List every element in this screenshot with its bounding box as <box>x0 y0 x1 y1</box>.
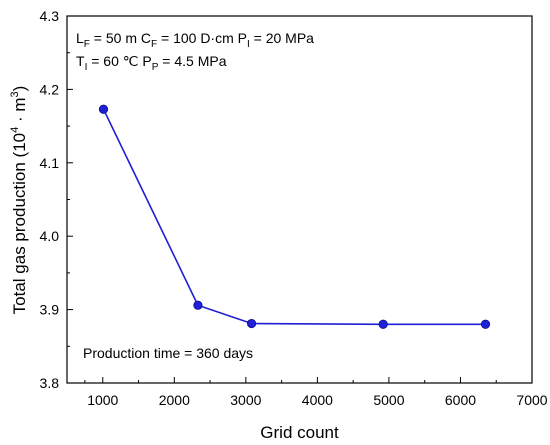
x-tick-label: 3000 <box>230 392 261 408</box>
data-point <box>193 300 203 310</box>
subscript: F <box>84 39 90 50</box>
y-axis-title: Total gas production (104 · m3) <box>9 86 29 315</box>
x-tick-label: 2000 <box>159 392 190 408</box>
y-tick-label: 4.2 <box>40 81 60 97</box>
data-point <box>98 104 109 114</box>
x-tick-label: 4000 <box>302 392 333 408</box>
y-tick-labels: 3.8 3.9 4.0 4.1 4.2 4.3 <box>40 8 60 391</box>
parameters-line-1: LF = 50 m CF = 100 D·cm PI = 20 MPa <box>76 30 314 50</box>
x-tick-label: 1000 <box>87 392 118 408</box>
annotation-text: T <box>76 53 85 69</box>
parameters-line-2: TI = 60 ℃ PP = 4.5 MPa <box>76 53 227 73</box>
annotation-text: = 50 m C <box>90 30 151 46</box>
x-tick-label: 5000 <box>373 392 404 408</box>
annotation-text: = 100 D·cm P <box>157 30 247 46</box>
data-point <box>246 318 257 329</box>
plot-frame <box>66 15 533 384</box>
series-line <box>102 108 486 326</box>
x-tick-label: 7000 <box>516 392 547 408</box>
data-point <box>378 319 388 329</box>
annotation-text: L <box>76 30 84 46</box>
x-axis-title: Grid count <box>260 423 339 442</box>
annotation-text: = 20 MPa <box>250 30 314 46</box>
subscript: F <box>151 39 157 50</box>
data-point <box>480 319 491 329</box>
y-tick-label: 4.3 <box>40 8 60 24</box>
subscript: P <box>152 62 159 73</box>
series-layer <box>98 104 491 329</box>
axis-ticks <box>67 15 533 384</box>
y-tick-label: 3.9 <box>40 302 60 318</box>
subscript: I <box>85 62 88 73</box>
y-tick-label: 4.1 <box>40 155 60 171</box>
y-tick-label: 4.0 <box>40 228 60 244</box>
x-tick-label: 6000 <box>445 392 476 408</box>
y-tick-label: 3.8 <box>40 375 60 391</box>
subscript: I <box>247 39 250 50</box>
production-time-annotation: Production time = 360 days <box>83 345 253 361</box>
x-tick-labels: 1000 2000 3000 4000 5000 6000 7000 <box>87 392 548 408</box>
annotation-text: = 4.5 MPa <box>158 53 226 69</box>
annotation-text: = 60 ℃ P <box>87 53 151 69</box>
